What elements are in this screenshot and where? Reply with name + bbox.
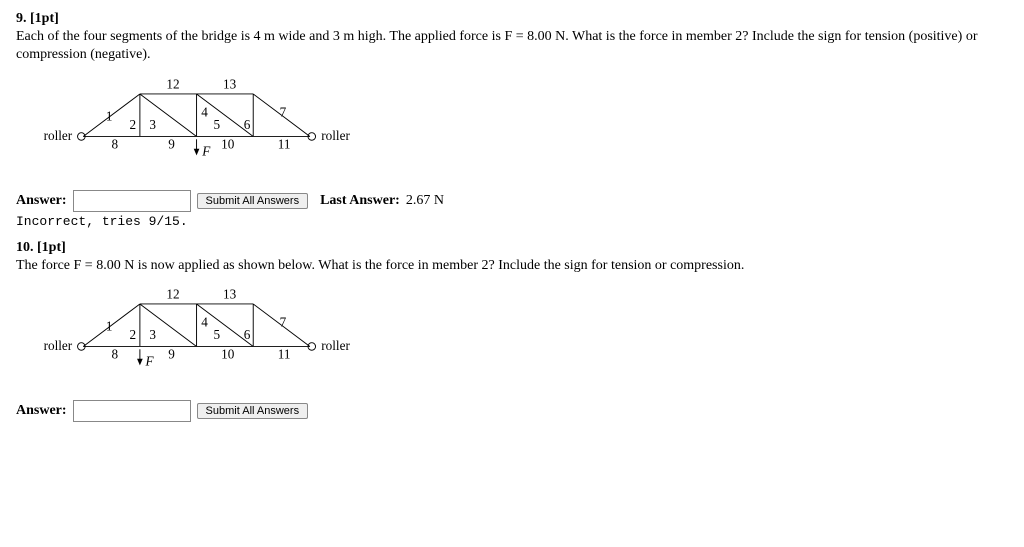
problem-9-body: Each of the four segments of the bridge … [16, 29, 977, 62]
feedback-9: Incorrect, tries 9/15. [16, 214, 1008, 229]
problem-9-text: 9. [1pt] Each of the four segments of th… [16, 10, 1008, 65]
answer-input-10[interactable] [73, 400, 191, 422]
member-label-13: 13 [223, 77, 237, 91]
answer-label-9: Answer: [16, 193, 67, 209]
member-label-10: 10 [221, 136, 235, 151]
answer-label-10: Answer: [16, 403, 67, 419]
force-label: F [201, 143, 211, 158]
diagram-9: rollerroller12345678910111213F [36, 77, 1008, 182]
member-label-3: 3 [149, 327, 156, 342]
answer-row-9: Answer: Submit All Answers Last Answer: … [16, 190, 1008, 212]
member-label-2: 2 [130, 116, 137, 131]
last-answer-label-9: Last Answer: [320, 193, 400, 209]
roller-right-label: roller [321, 338, 350, 353]
member-label-5: 5 [214, 116, 221, 131]
member-label-1: 1 [106, 108, 113, 123]
problem-9-header: 9. [1pt] [16, 11, 59, 26]
member-label-2: 2 [130, 327, 137, 342]
member-label-8: 8 [112, 347, 119, 362]
diagram-10: rollerroller12345678910111213F [36, 287, 1008, 392]
member-label-12: 12 [166, 287, 179, 301]
answer-input-9[interactable] [73, 190, 191, 212]
member-label-5: 5 [214, 327, 221, 342]
member-label-7: 7 [280, 315, 287, 330]
member-label-11: 11 [278, 136, 291, 151]
member-label-8: 8 [112, 136, 119, 151]
roller-left-label: roller [44, 338, 73, 353]
problem-10-body: The force F = 8.00 N is now applied as s… [16, 258, 744, 273]
member-label-10: 10 [221, 347, 235, 362]
member-label-9: 9 [168, 136, 175, 151]
last-answer-value-9: 2.67 N [406, 193, 444, 209]
member-label-7: 7 [280, 104, 287, 119]
member-label-4: 4 [201, 315, 208, 330]
problem-9: 9. [1pt] Each of the four segments of th… [16, 10, 1008, 229]
member-label-11: 11 [278, 347, 291, 362]
force-label: F [145, 353, 155, 368]
member-label-4: 4 [201, 104, 208, 119]
member-label-9: 9 [168, 347, 175, 362]
roller-left-label: roller [44, 128, 73, 143]
member-label-13: 13 [223, 287, 237, 301]
submit-button-9[interactable]: Submit All Answers [197, 193, 309, 209]
answer-row-10: Answer: Submit All Answers [16, 400, 1008, 422]
problem-10-header: 10. [1pt] [16, 240, 66, 255]
roller-right-label: roller [321, 128, 350, 143]
member-label-6: 6 [244, 116, 251, 131]
member-label-6: 6 [244, 327, 251, 342]
member-label-12: 12 [166, 77, 179, 91]
member-label-3: 3 [149, 116, 156, 131]
member-label-1: 1 [106, 318, 113, 333]
submit-button-10[interactable]: Submit All Answers [197, 403, 309, 419]
problem-10: 10. [1pt] The force F = 8.00 N is now ap… [16, 239, 1008, 422]
problem-10-text: 10. [1pt] The force F = 8.00 N is now ap… [16, 239, 1008, 275]
